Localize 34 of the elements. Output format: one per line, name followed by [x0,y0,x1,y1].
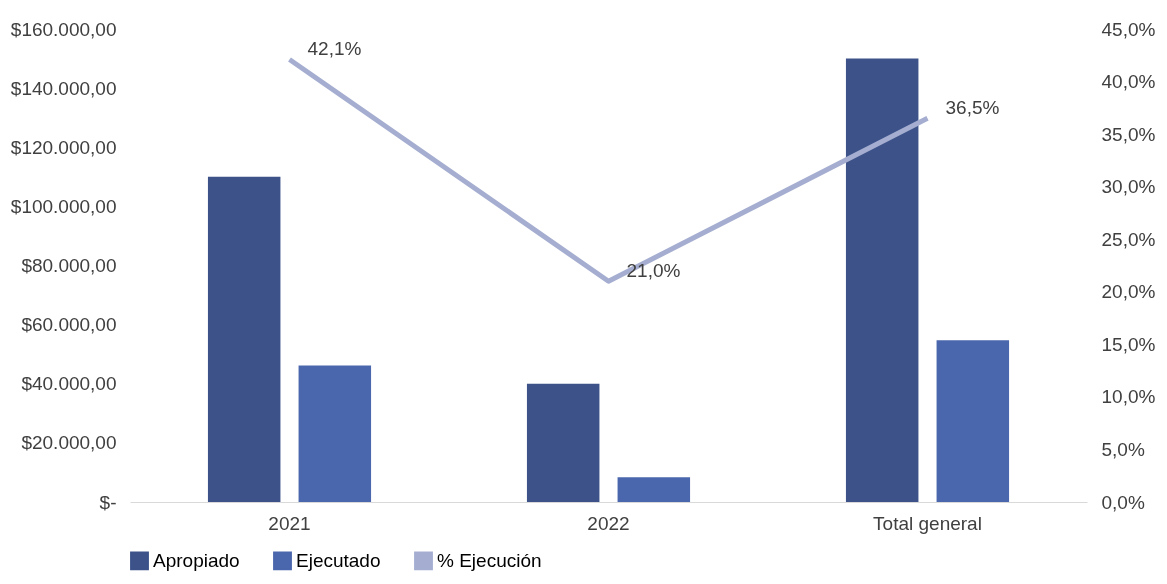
x-tick-label: 2022 [587,512,630,534]
legend-label: Ejecutado [296,549,381,571]
y-tick-label: $- [99,491,117,513]
bar [845,58,919,502]
bar [936,340,1010,502]
bar [617,477,691,502]
y-tick-label: $120.000,00 [10,136,117,158]
y-tick-label: $140.000,00 [10,77,117,99]
y2-tick-label: 30,0% [1101,176,1156,198]
bar [298,365,372,502]
legend-label: % Ejecución [437,549,542,571]
y2-tick-label: 5,0% [1101,438,1145,460]
y2-tick-label: 45,0% [1101,18,1156,40]
y2-tick-label: 15,0% [1101,333,1156,355]
y-tick-label: $160.000,00 [10,18,117,40]
y2-tick-label: 35,0% [1101,123,1156,145]
y2-tick-label: 25,0% [1101,228,1156,250]
data-label: 42,1% [307,38,362,60]
legend-label: Apropiado [153,549,240,571]
bar [207,176,281,502]
y2-tick-label: 10,0% [1101,386,1156,408]
y-tick-label: $40.000,00 [21,373,117,395]
y-tick-label: $20.000,00 [21,432,117,454]
data-label: 21,0% [626,260,681,282]
y-tick-label: $100.000,00 [10,195,117,217]
y2-tick-label: 0,0% [1101,491,1145,513]
y-tick-label: $80.000,00 [21,255,117,276]
y-tick-label: $60.000,00 [21,314,117,336]
x-tick-label: Total general [873,512,982,534]
y2-tick-label: 40,0% [1101,71,1156,93]
bar [526,383,600,502]
data-label: 36,5% [945,97,1000,119]
y2-tick-label: 20,0% [1101,281,1156,303]
x-tick-label: 2021 [268,512,311,534]
